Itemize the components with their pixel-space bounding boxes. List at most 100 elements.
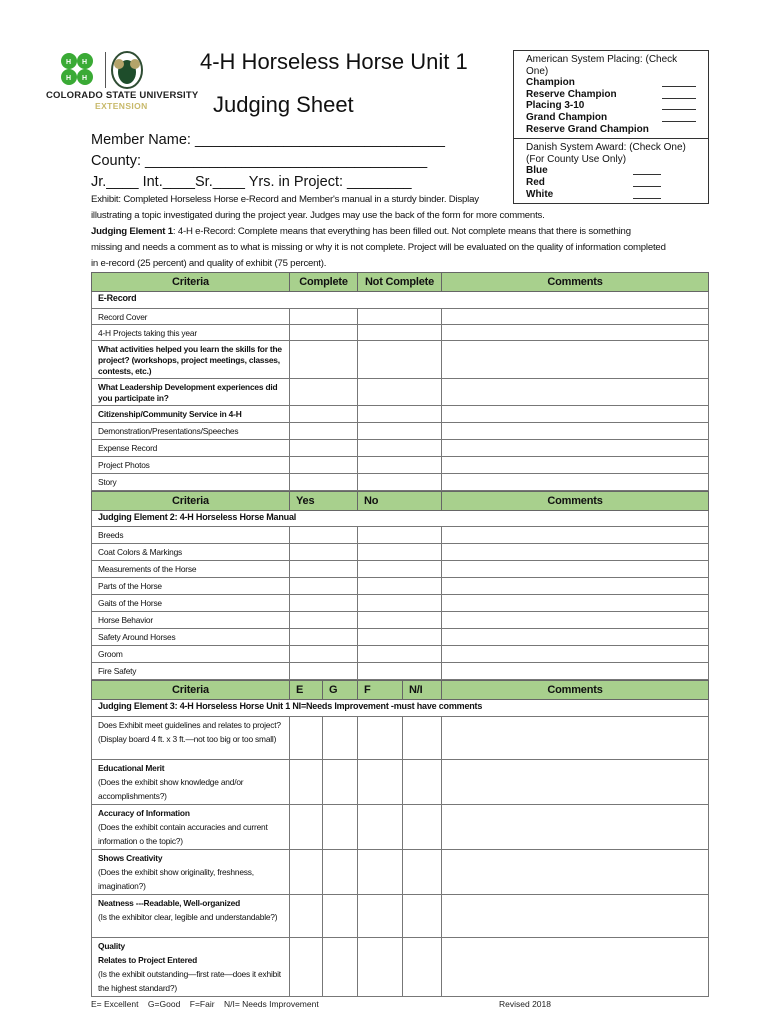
- input-cell[interactable]: [289, 759, 323, 805]
- input-cell[interactable]: [289, 340, 358, 379]
- input-cell[interactable]: [357, 594, 442, 612]
- input-cell[interactable]: [289, 849, 323, 895]
- input-cell[interactable]: [357, 759, 403, 805]
- input-cell[interactable]: [357, 577, 442, 595]
- input-cell[interactable]: [402, 937, 442, 997]
- input-cell[interactable]: [289, 662, 358, 680]
- input-cell[interactable]: [289, 628, 358, 646]
- input-cell[interactable]: [441, 759, 709, 805]
- input-cell[interactable]: [441, 324, 709, 341]
- table-row: Fire Safety: [91, 662, 709, 680]
- input-cell[interactable]: [289, 577, 358, 595]
- placing-reserve-grand[interactable]: Reserve Grand Champion: [526, 123, 649, 135]
- input-cell[interactable]: [289, 560, 358, 578]
- input-cell[interactable]: [357, 405, 442, 423]
- input-cell[interactable]: [357, 340, 442, 379]
- input-cell[interactable]: [441, 662, 709, 680]
- member-name-field[interactable]: Member Name: ___________________________…: [91, 132, 445, 148]
- input-cell[interactable]: [322, 937, 358, 997]
- input-cell[interactable]: [402, 804, 442, 850]
- level-field[interactable]: Jr.____ Int.____Sr.____ Yrs. in Project:…: [91, 174, 412, 190]
- input-cell[interactable]: [441, 405, 709, 423]
- input-cell[interactable]: [441, 594, 709, 612]
- input-cell[interactable]: [357, 937, 403, 997]
- input-cell[interactable]: [289, 894, 323, 938]
- input-cell[interactable]: [357, 473, 442, 491]
- input-cell[interactable]: [289, 543, 358, 561]
- input-cell[interactable]: [441, 456, 709, 474]
- input-cell[interactable]: [441, 543, 709, 561]
- input-cell[interactable]: [357, 716, 403, 760]
- input-cell[interactable]: [357, 378, 442, 406]
- input-cell[interactable]: [357, 849, 403, 895]
- input-cell[interactable]: [357, 543, 442, 561]
- placing-3-10[interactable]: Placing 3-10: [526, 100, 696, 112]
- input-cell[interactable]: [289, 308, 358, 325]
- input-cell[interactable]: [357, 308, 442, 325]
- input-cell[interactable]: [441, 560, 709, 578]
- input-cell[interactable]: [289, 594, 358, 612]
- input-cell[interactable]: [289, 422, 358, 440]
- input-cell[interactable]: [289, 937, 323, 997]
- input-cell[interactable]: [289, 526, 358, 544]
- input-cell[interactable]: [441, 611, 709, 629]
- input-cell[interactable]: [357, 324, 442, 341]
- input-cell[interactable]: [402, 849, 442, 895]
- input-cell[interactable]: [289, 324, 358, 341]
- award-blue[interactable]: Blue: [526, 165, 696, 177]
- input-cell[interactable]: [322, 894, 358, 938]
- input-cell[interactable]: [289, 611, 358, 629]
- award-white[interactable]: White: [526, 189, 696, 201]
- input-cell[interactable]: [289, 716, 323, 760]
- input-cell[interactable]: [289, 378, 358, 406]
- input-cell[interactable]: [289, 405, 358, 423]
- input-cell[interactable]: [402, 716, 442, 760]
- input-cell[interactable]: [289, 804, 323, 850]
- input-cell[interactable]: [441, 716, 709, 760]
- input-cell[interactable]: [357, 526, 442, 544]
- input-cell[interactable]: [357, 662, 442, 680]
- input-cell[interactable]: [441, 937, 709, 997]
- input-cell[interactable]: [322, 759, 358, 805]
- input-cell[interactable]: [289, 645, 358, 663]
- criteria-cell: Educational Merit (Does the exhibit show …: [91, 759, 290, 805]
- input-cell[interactable]: [357, 611, 442, 629]
- input-cell[interactable]: [357, 804, 403, 850]
- award-red[interactable]: Red: [526, 177, 696, 189]
- input-cell[interactable]: [357, 422, 442, 440]
- input-cell[interactable]: [289, 439, 358, 457]
- county-field[interactable]: County: ________________________________…: [91, 153, 428, 169]
- input-cell[interactable]: [289, 473, 358, 491]
- input-cell[interactable]: [322, 849, 358, 895]
- input-cell[interactable]: [441, 849, 709, 895]
- placing-reserve[interactable]: Reserve Champion: [526, 89, 696, 101]
- input-cell[interactable]: [357, 645, 442, 663]
- input-cell[interactable]: [441, 645, 709, 663]
- input-cell[interactable]: [441, 894, 709, 938]
- input-cell[interactable]: [441, 628, 709, 646]
- input-cell[interactable]: [441, 577, 709, 595]
- je1-text-3: in e-record (25 percent) and quality of …: [91, 258, 327, 269]
- input-cell[interactable]: [441, 308, 709, 325]
- input-cell[interactable]: [322, 716, 358, 760]
- input-cell[interactable]: [441, 340, 709, 379]
- placing-champion[interactable]: Champion: [526, 77, 696, 89]
- input-cell[interactable]: [441, 804, 709, 850]
- input-cell[interactable]: [402, 894, 442, 938]
- input-cell[interactable]: [289, 456, 358, 474]
- placing-grand[interactable]: Grand Champion: [526, 112, 696, 124]
- input-cell[interactable]: [357, 628, 442, 646]
- input-cell[interactable]: [441, 439, 709, 457]
- input-cell[interactable]: [357, 894, 403, 938]
- input-cell[interactable]: [357, 560, 442, 578]
- table-row: Does Exhibit meet guidelines and relates…: [91, 716, 709, 760]
- input-cell[interactable]: [357, 456, 442, 474]
- input-cell[interactable]: [402, 759, 442, 805]
- input-cell[interactable]: [441, 473, 709, 491]
- input-cell[interactable]: [322, 804, 358, 850]
- input-cell[interactable]: [357, 439, 442, 457]
- input-cell[interactable]: [441, 378, 709, 406]
- input-cell[interactable]: [441, 526, 709, 544]
- input-cell[interactable]: [441, 422, 709, 440]
- criteria-desc: (Does the exhibit show knowledge and/or …: [98, 777, 244, 801]
